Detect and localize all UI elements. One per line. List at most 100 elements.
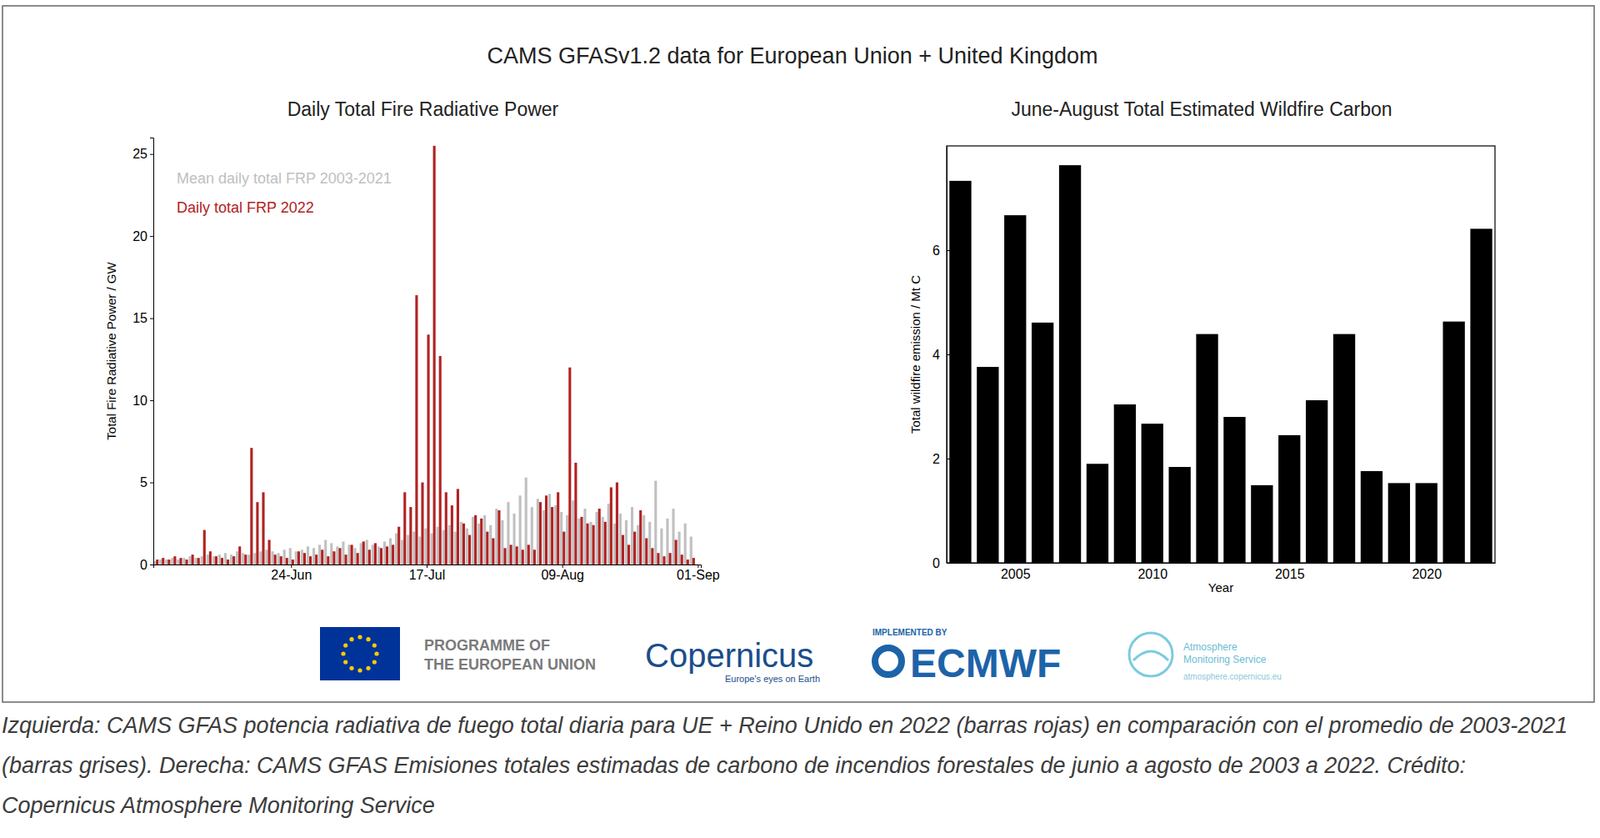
bar	[215, 555, 218, 565]
bar	[283, 549, 286, 565]
bar	[512, 513, 515, 565]
bar	[433, 145, 436, 565]
bar	[665, 518, 669, 565]
bar	[315, 554, 318, 565]
bar	[176, 559, 180, 565]
cams-icon-arc	[1133, 650, 1169, 660]
bar	[320, 549, 324, 565]
bar	[253, 552, 256, 565]
x-axis-tick-mark	[1152, 558, 1154, 563]
x-axis-tick: 09-Aug	[540, 564, 585, 582]
bar	[226, 559, 230, 565]
eu-star	[340, 650, 345, 655]
y-axis-tick-label: 5	[140, 475, 148, 490]
bar	[350, 544, 354, 565]
bar	[533, 549, 536, 565]
bar	[220, 557, 224, 565]
bar	[601, 516, 605, 565]
bar	[650, 547, 654, 565]
bar	[660, 528, 663, 565]
x-axis-tick: 2015	[1275, 558, 1305, 581]
y-axis-tick-mark	[150, 235, 154, 237]
caption: Izquierda: CAMS GFAS potencia radiativa …	[1, 705, 1585, 825]
bar	[389, 537, 392, 565]
bar	[554, 505, 557, 565]
bar	[400, 539, 404, 565]
cams-icon	[1129, 632, 1173, 676]
bar	[285, 557, 289, 565]
eu-star	[374, 650, 379, 655]
x-axis-tick-mark	[1426, 558, 1428, 563]
bar	[203, 530, 206, 565]
copernicus-tagline: Europe's eyes on Earth	[725, 673, 820, 684]
bar	[1223, 416, 1245, 563]
x-axis-tick-label: 24-Jun	[270, 567, 312, 582]
y-axis-tick: 0	[140, 557, 154, 572]
bar	[690, 536, 693, 565]
bar	[692, 557, 695, 565]
bar	[395, 533, 398, 565]
bar	[397, 526, 400, 565]
bar	[536, 498, 540, 565]
plot-area	[153, 145, 695, 565]
bar	[1250, 485, 1273, 563]
y-axis-tick-label: 0	[932, 555, 940, 570]
bar	[371, 544, 375, 565]
bar	[406, 535, 410, 565]
y-axis-tick-label: 4	[932, 347, 940, 362]
bar	[200, 555, 204, 565]
bar	[383, 540, 386, 565]
bar	[500, 520, 504, 565]
bar	[598, 508, 601, 565]
bar	[159, 559, 162, 565]
bar	[238, 545, 241, 565]
bar	[274, 554, 277, 565]
eu-star	[349, 636, 354, 641]
bar	[155, 559, 159, 565]
bar	[347, 544, 350, 565]
bar	[232, 555, 235, 565]
series	[155, 145, 695, 565]
x-axis-tick-mark	[1289, 558, 1290, 563]
x-axis-tick: 2005	[1000, 558, 1031, 581]
x-axis: 24-Jun17-Jul09-Aug01-Sep	[154, 564, 720, 582]
bar	[662, 555, 665, 565]
bar	[247, 554, 250, 565]
bar	[330, 542, 333, 565]
bar	[365, 539, 369, 565]
bar	[477, 523, 480, 565]
bar	[362, 540, 365, 565]
bar	[297, 550, 300, 565]
bar	[436, 526, 440, 565]
bar	[654, 480, 657, 565]
bar	[427, 334, 430, 565]
bar	[1442, 321, 1465, 563]
y-axis: 0246	[932, 146, 951, 570]
eu-flag	[320, 626, 400, 680]
plot-frame	[946, 145, 1495, 563]
bar	[450, 505, 454, 565]
ecmwf-logo: ECMWF	[910, 640, 1061, 685]
bar	[1195, 334, 1218, 563]
bar	[571, 500, 575, 565]
implemented-by: IMPLEMENTED BY	[872, 627, 948, 637]
bar	[212, 555, 215, 565]
bar	[289, 547, 292, 565]
bar	[480, 518, 483, 565]
bar	[374, 542, 377, 565]
bar	[1141, 423, 1164, 563]
bar	[415, 295, 418, 565]
eu-star	[343, 659, 348, 664]
eu-star	[357, 667, 362, 672]
bar	[503, 547, 506, 565]
bar	[1278, 435, 1300, 563]
bar	[1305, 400, 1328, 563]
bar	[621, 535, 625, 565]
bar	[491, 537, 495, 565]
eu-text: PROGRAMME OF	[424, 636, 550, 654]
bar	[471, 516, 475, 565]
bar	[1086, 463, 1109, 563]
bar	[270, 550, 274, 565]
bar	[976, 366, 999, 563]
y-axis-tick-label: 25	[132, 146, 148, 161]
